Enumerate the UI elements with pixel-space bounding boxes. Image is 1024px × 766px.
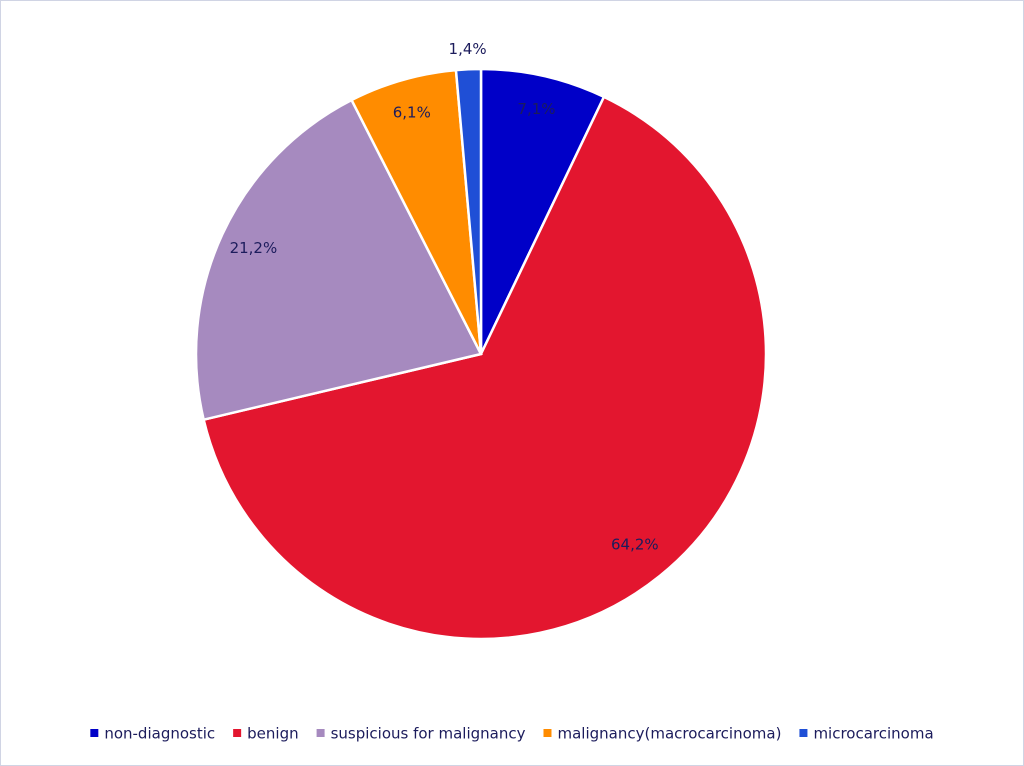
legend-label: microcarcinoma [813, 725, 933, 743]
pie-slice [454, 67, 483, 355]
data-label: 21,2% [230, 239, 278, 257]
legend-swatch [90, 729, 99, 737]
data-label: 64,2% [611, 535, 659, 553]
data-label: 1,4% [449, 40, 487, 58]
legend-swatch [233, 729, 242, 737]
legend-swatch [316, 729, 325, 737]
legend: non-diagnostic benign suspicious for malig… [90, 725, 934, 743]
data-label: 6,1% [393, 103, 431, 121]
legend-label: benign [247, 725, 298, 743]
legend-label: malignancy(macrocarcinoma) [557, 725, 781, 743]
legend-swatch [799, 729, 808, 737]
data-label: 7,1% [517, 100, 555, 118]
pie-slice [479, 67, 606, 355]
legend-label: non-diagnostic [104, 725, 215, 743]
pie-slice [202, 95, 768, 641]
legend-swatch [543, 729, 552, 737]
pie: 7,1% 64,2% 21,2% 6,1% 1,4% [194, 40, 768, 641]
pie-slice [194, 98, 483, 422]
legend-label: suspicious for malignancy [331, 725, 526, 743]
